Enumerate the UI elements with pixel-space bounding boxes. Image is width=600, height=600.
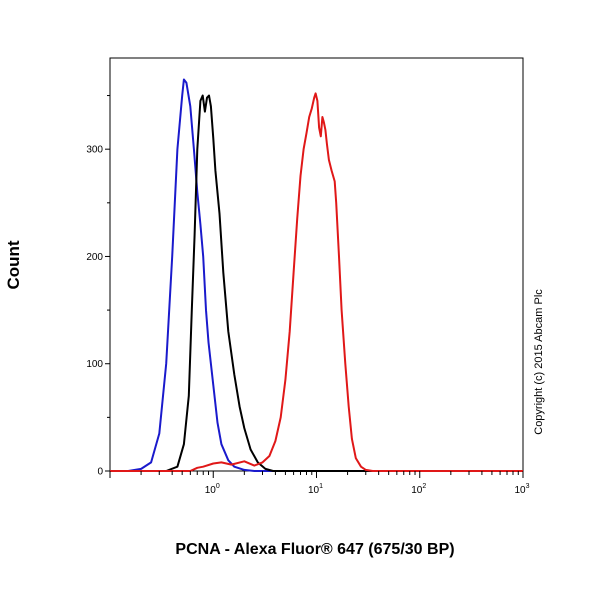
y-tick-label: 300 — [86, 145, 103, 156]
copyright-annotation: Copyright (c) 2015 Abcam Plc — [533, 289, 545, 435]
y-axis-title: Count — [4, 240, 23, 289]
y-tick-label: 100 — [86, 359, 103, 370]
series-layer — [110, 78, 523, 472]
series-line-1 — [110, 78, 523, 472]
x-tick-label: 101 — [308, 483, 323, 496]
x-tick-label: 103 — [514, 483, 529, 496]
y-axis: 0 100 200 300 — [86, 95, 110, 478]
x-axis-title: PCNA - Alexa Fluor® 647 (675/30 BP) — [175, 541, 454, 558]
series-line-2 — [110, 94, 523, 472]
x-tick-label: 102 — [411, 483, 426, 496]
series-line-3 — [110, 92, 523, 472]
y-tick-label: 200 — [86, 252, 103, 263]
x-axis: 100 101 102 103 — [109, 471, 530, 496]
x-tick-label: 100 — [205, 483, 220, 496]
y-tick-label: 0 — [97, 467, 103, 478]
